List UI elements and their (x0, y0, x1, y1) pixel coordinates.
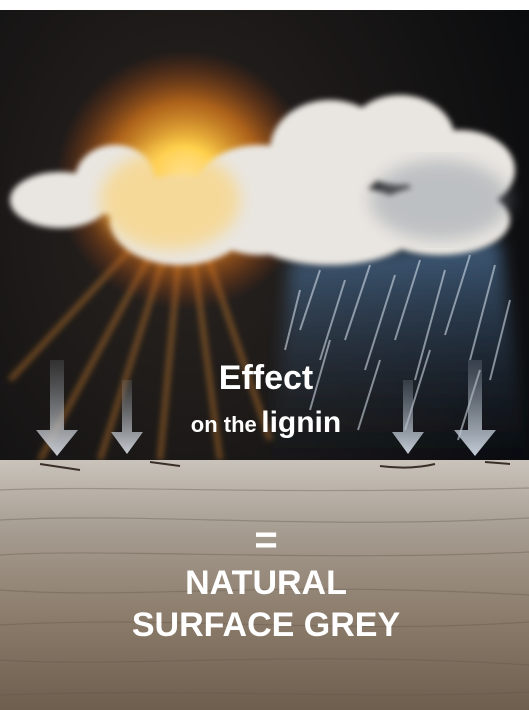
result-line1: NATURAL (185, 564, 347, 602)
caption-line1: Effect (219, 359, 313, 397)
caption-prefix: on the (191, 412, 257, 437)
illustration: Effect on the lignin = NATURAL SURFACE G… (0, 0, 529, 710)
caption-emphasis: lignin (261, 406, 341, 439)
equals-symbol: = (254, 518, 277, 562)
result-line2: SURFACE GREY (132, 606, 401, 644)
